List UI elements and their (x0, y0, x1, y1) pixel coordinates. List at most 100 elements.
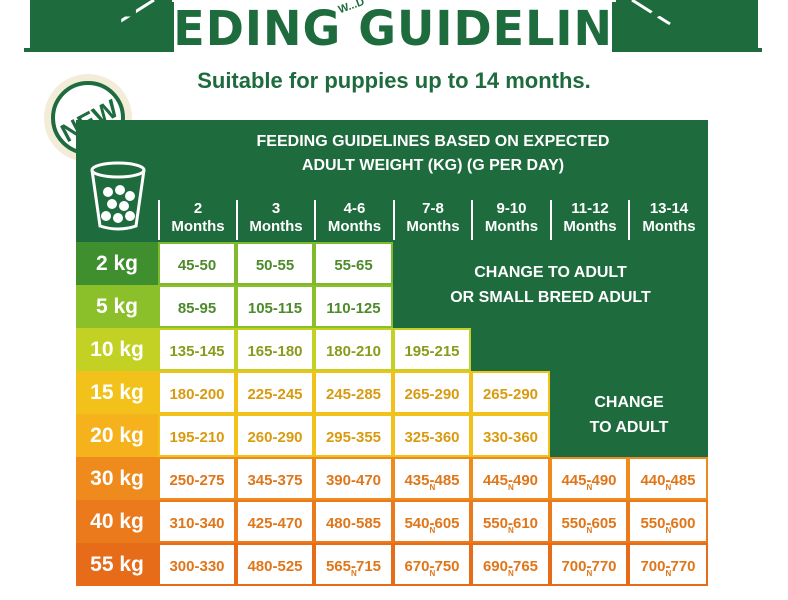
month-header: 9-10 Months (471, 200, 550, 240)
table-cell: 440- N 485 (628, 457, 708, 500)
table-cell: 225-245 (236, 371, 314, 414)
table-cell: 700- N 770 (550, 543, 628, 586)
leaf-left-icon (24, 0, 174, 52)
change-adult-note: CHANGE TO ADULT (550, 390, 708, 440)
weight-label: 55 kg (76, 543, 158, 586)
note-line: TO ADULT (589, 419, 669, 436)
neutered-marker: N (508, 569, 514, 578)
table-cell: 565- N 715 (314, 543, 393, 586)
table-cell: 480-525 (236, 543, 314, 586)
note-line: OR SMALL BREED ADULT (450, 289, 651, 306)
table-cell: 50-55 (236, 242, 314, 285)
change-small-breed-panel (393, 242, 708, 328)
month-header: 7-8 Months (393, 200, 471, 240)
table-cell: 310-340 (158, 500, 236, 543)
note-line: CHANGE TO ADULT (474, 264, 627, 281)
table-cell: 45-50 (158, 242, 236, 285)
month-unit: Months (484, 218, 539, 235)
table-cell: 445- N 490 (471, 457, 550, 500)
table-cell: 110-125 (314, 285, 393, 328)
table-cell: 550- N 605 (550, 500, 628, 543)
month-number: 9-10 (496, 200, 527, 217)
weight-label: 20 kg (76, 414, 158, 457)
table-cell: 85-95 (158, 285, 236, 328)
month-number: 2 (193, 200, 203, 217)
neutered-marker: N (429, 526, 436, 535)
month-number: 3 (271, 200, 281, 217)
neutered-marker: N (586, 526, 593, 535)
table-cell: 265-290 (471, 371, 550, 414)
month-unit: Months (563, 218, 617, 235)
food-bowl-icon (90, 161, 146, 231)
table-cell: 180-200 (158, 371, 236, 414)
table-cell: 425-470 (236, 500, 314, 543)
table-cell: 435- N 485 (393, 457, 471, 500)
month-header: 3 Months (236, 200, 314, 240)
month-number: 13-14 (649, 200, 689, 217)
table-cell: 330-360 (471, 414, 550, 457)
neutered-marker: N (586, 483, 593, 492)
table-cell: 550- N 600 (628, 500, 708, 543)
month-number: 4-6 (343, 200, 366, 217)
table-cell: 295-355 (314, 414, 393, 457)
table-cell: 700- N 770 (628, 543, 708, 586)
month-header: 11-12 Months (550, 200, 628, 240)
table-cell: 165-180 (236, 328, 314, 371)
table-cell: 480-585 (314, 500, 393, 543)
month-header: 4-6 Months (314, 200, 393, 240)
neutered-marker: N (429, 569, 436, 578)
table-cell: 325-360 (393, 414, 471, 457)
weight-label: 10 kg (76, 328, 158, 371)
table-cell: 260-290 (236, 414, 314, 457)
table-cell: 540- N 605 (393, 500, 471, 543)
leaf-right-icon (612, 0, 762, 52)
table-cell: 195-215 (393, 328, 471, 371)
table-header-panel (76, 120, 708, 242)
change-adult-panel (550, 371, 708, 457)
table-cell: 390-470 (314, 457, 393, 500)
month-unit: Months (249, 218, 303, 235)
table-cell: 445- N 490 (550, 457, 628, 500)
table-cell: 135-145 (158, 328, 236, 371)
neutered-marker: N (665, 569, 672, 578)
month-unit: Months (406, 218, 460, 235)
weight-label: 5 kg (76, 285, 158, 328)
table-heading-line-2: ADULT WEIGHT (KG) (G PER DAY) (301, 157, 565, 174)
neutered-marker: N (665, 526, 672, 535)
table-cell: 245-285 (314, 371, 393, 414)
neutered-marker: N (586, 569, 593, 578)
change-small-breed-note: CHANGE TO ADULT OR SMALL BREED ADULT (393, 260, 708, 310)
neutered-marker: N (508, 526, 514, 535)
weight-label: 40 kg (76, 500, 158, 543)
table-cell: 105-115 (236, 285, 314, 328)
table-cell: 195-210 (158, 414, 236, 457)
table-cell: 180-210 (314, 328, 393, 371)
neutered-marker: N (429, 483, 436, 492)
month-header: 2 Months (158, 200, 236, 240)
table-heading-line-1: FEEDING GUIDELINES BASED ON EXPECTED (256, 133, 610, 150)
table-cell: 55-65 (314, 242, 393, 285)
month-unit: Months (642, 218, 696, 235)
table-cell: 265-290 (393, 371, 471, 414)
month-number: 11-12 (571, 200, 609, 217)
title-backdrop (172, 0, 616, 52)
page-subtitle: Suitable for puppies up to 14 months. (197, 68, 591, 93)
neutered-marker: N (665, 483, 672, 492)
weight-label: 2 kg (76, 242, 158, 285)
note-line: CHANGE (594, 394, 664, 411)
table-cell: 550- N 610 (471, 500, 550, 543)
weight-label: 30 kg (76, 457, 158, 500)
table-cell: 300-330 (158, 543, 236, 586)
table-cell: 345-375 (236, 457, 314, 500)
neutered-marker: N (351, 569, 357, 578)
table-heading: FEEDING GUIDELINES BASED ON EXPECTED ADU… (158, 130, 708, 178)
month-unit: Months (327, 218, 382, 235)
month-header: 13-14 Months (628, 200, 708, 240)
neutered-marker: N (508, 483, 514, 492)
month-number: 7-8 (422, 200, 444, 217)
month-unit: Months (171, 218, 225, 235)
table-cell: 250-275 (158, 457, 236, 500)
change-small-breed-panel-lower (471, 328, 708, 371)
weight-label: 15 kg (76, 371, 158, 414)
page-title: FEEDING GUIDELINES (108, 0, 680, 57)
